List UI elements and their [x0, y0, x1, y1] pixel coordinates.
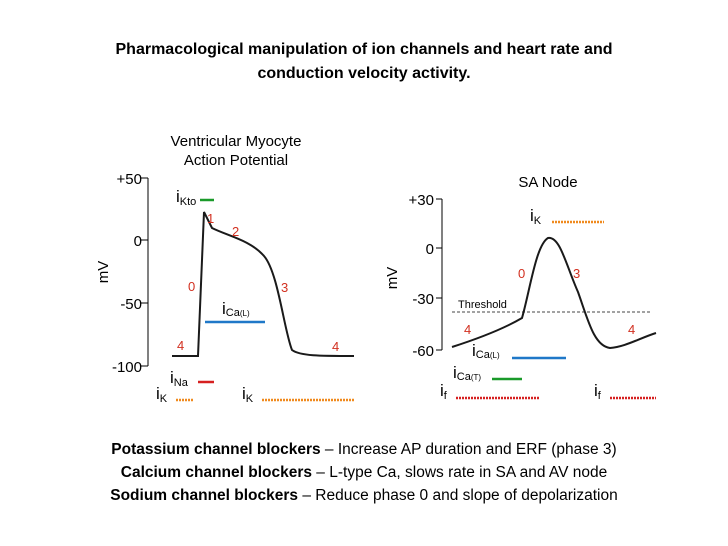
ventricular-y-label: mV [95, 261, 112, 284]
sa-current-if-left-label: if [440, 381, 448, 402]
footer-description: – L-type Ca, slows rate in SA and AV nod… [312, 464, 608, 481]
sa-tick-label: +30 [409, 192, 434, 209]
current-ikto-label: iKto [176, 187, 196, 208]
sa-threshold-label: Threshold [458, 299, 507, 311]
page-title: Pharmacological manipulation of ion chan… [0, 38, 728, 86]
current-ik-left-label: iK [156, 384, 168, 405]
footer-description: – Increase AP duration and ERF (phase 3) [320, 441, 617, 458]
footer-line-calcium: Calcium channel blockers – L-type Ca, sl… [0, 461, 728, 484]
footer-line-potassium: Potassium channel blockers – Increase AP… [0, 438, 728, 461]
sa-phase-0: 0 [518, 266, 525, 281]
ventricular-tick-label: -100 [112, 359, 142, 376]
sa-current-ical-label: iCa(L) [472, 341, 500, 361]
ventricular-phase-1: 1 [207, 211, 214, 226]
sa-phase-4-left: 4 [464, 322, 471, 337]
sa-current-ik-label: iK [530, 206, 542, 227]
ventricular-action-potential-trace [172, 211, 355, 357]
ventricular-phase-4-left: 4 [177, 338, 184, 353]
sa-tick-label: 0 [426, 241, 434, 258]
sa-node-title: SA Node [518, 174, 577, 191]
sa-phase-4-right: 4 [628, 322, 635, 337]
sa-tick-label: -30 [412, 291, 434, 308]
ventricular-panel: Ventricular Myocyte Action Potential +50… [95, 133, 355, 405]
ventricular-title-line-2: Action Potential [184, 152, 288, 169]
footer-term: Potassium channel blockers [111, 441, 321, 458]
ventricular-tick-label: 0 [134, 233, 142, 250]
sa-y-label: mV [384, 267, 401, 290]
footer-line-sodium: Sodium channel blockers – Reduce phase 0… [0, 484, 728, 507]
ventricular-tick-label: +50 [117, 171, 142, 188]
sa-phase-3: 3 [573, 266, 580, 281]
sa-node-panel: SA Node +30 0 -30 -60 mV Threshold 0 3 4… [384, 174, 657, 402]
footer-description: – Reduce phase 0 and slope of depolariza… [298, 487, 618, 504]
sa-current-icat-label: iCa(T) [453, 363, 481, 383]
current-ik-right-label: iK [242, 384, 254, 405]
current-ina-label: iNa [170, 368, 189, 389]
ventricular-phase-2: 2 [232, 224, 239, 239]
ventricular-title-line-1: Ventricular Myocyte [171, 133, 302, 150]
ventricular-phase-3: 3 [281, 280, 288, 295]
footer-term: Sodium channel blockers [110, 487, 299, 504]
footer-term: Calcium channel blockers [120, 464, 312, 481]
current-ical-label: iCa(L) [222, 299, 250, 319]
title-line-2: conduction velocity activity. [257, 65, 471, 82]
sa-tick-label: -60 [412, 343, 434, 360]
sa-current-if-right-label: if [594, 381, 602, 402]
sa-pacemaker-trace [451, 237, 657, 350]
ventricular-phase-4-right: 4 [332, 339, 339, 354]
drug-effects-summary: Potassium channel blockers – Increase AP… [0, 438, 728, 507]
ventricular-tick-label: -50 [120, 296, 142, 313]
title-line-1: Pharmacological manipulation of ion chan… [115, 41, 613, 58]
ventricular-phase-0: 0 [188, 279, 195, 294]
